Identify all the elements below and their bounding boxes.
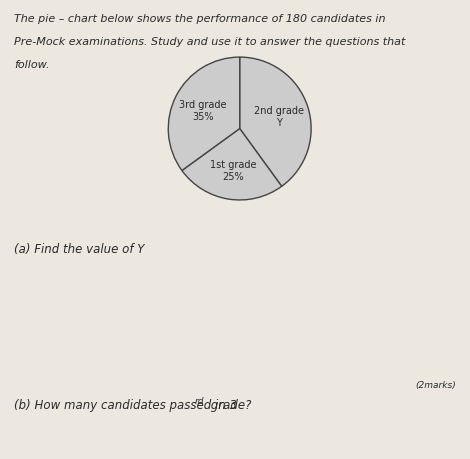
Wedge shape bbox=[168, 57, 240, 170]
Text: 3rd grade: 3rd grade bbox=[179, 101, 227, 111]
Text: follow.: follow. bbox=[14, 60, 50, 70]
Text: (b) How many candidates passed in 3: (b) How many candidates passed in 3 bbox=[14, 399, 237, 412]
Text: 25%: 25% bbox=[222, 172, 244, 182]
Text: Y: Y bbox=[276, 118, 282, 128]
Text: 1st grade: 1st grade bbox=[210, 160, 257, 170]
Wedge shape bbox=[182, 129, 282, 200]
Text: The pie – chart below shows the performance of 180 candidates in: The pie – chart below shows the performa… bbox=[14, 14, 385, 24]
Text: 35%: 35% bbox=[192, 112, 213, 122]
Wedge shape bbox=[240, 57, 311, 186]
Text: Pre-Mock examinations. Study and use it to answer the questions that: Pre-Mock examinations. Study and use it … bbox=[14, 37, 406, 47]
Text: 2nd grade: 2nd grade bbox=[254, 106, 304, 117]
Text: (2marks): (2marks) bbox=[415, 381, 456, 390]
Text: (a) Find the value of Y: (a) Find the value of Y bbox=[14, 243, 144, 256]
Text: grade?: grade? bbox=[207, 399, 251, 412]
Text: rd: rd bbox=[195, 397, 204, 406]
